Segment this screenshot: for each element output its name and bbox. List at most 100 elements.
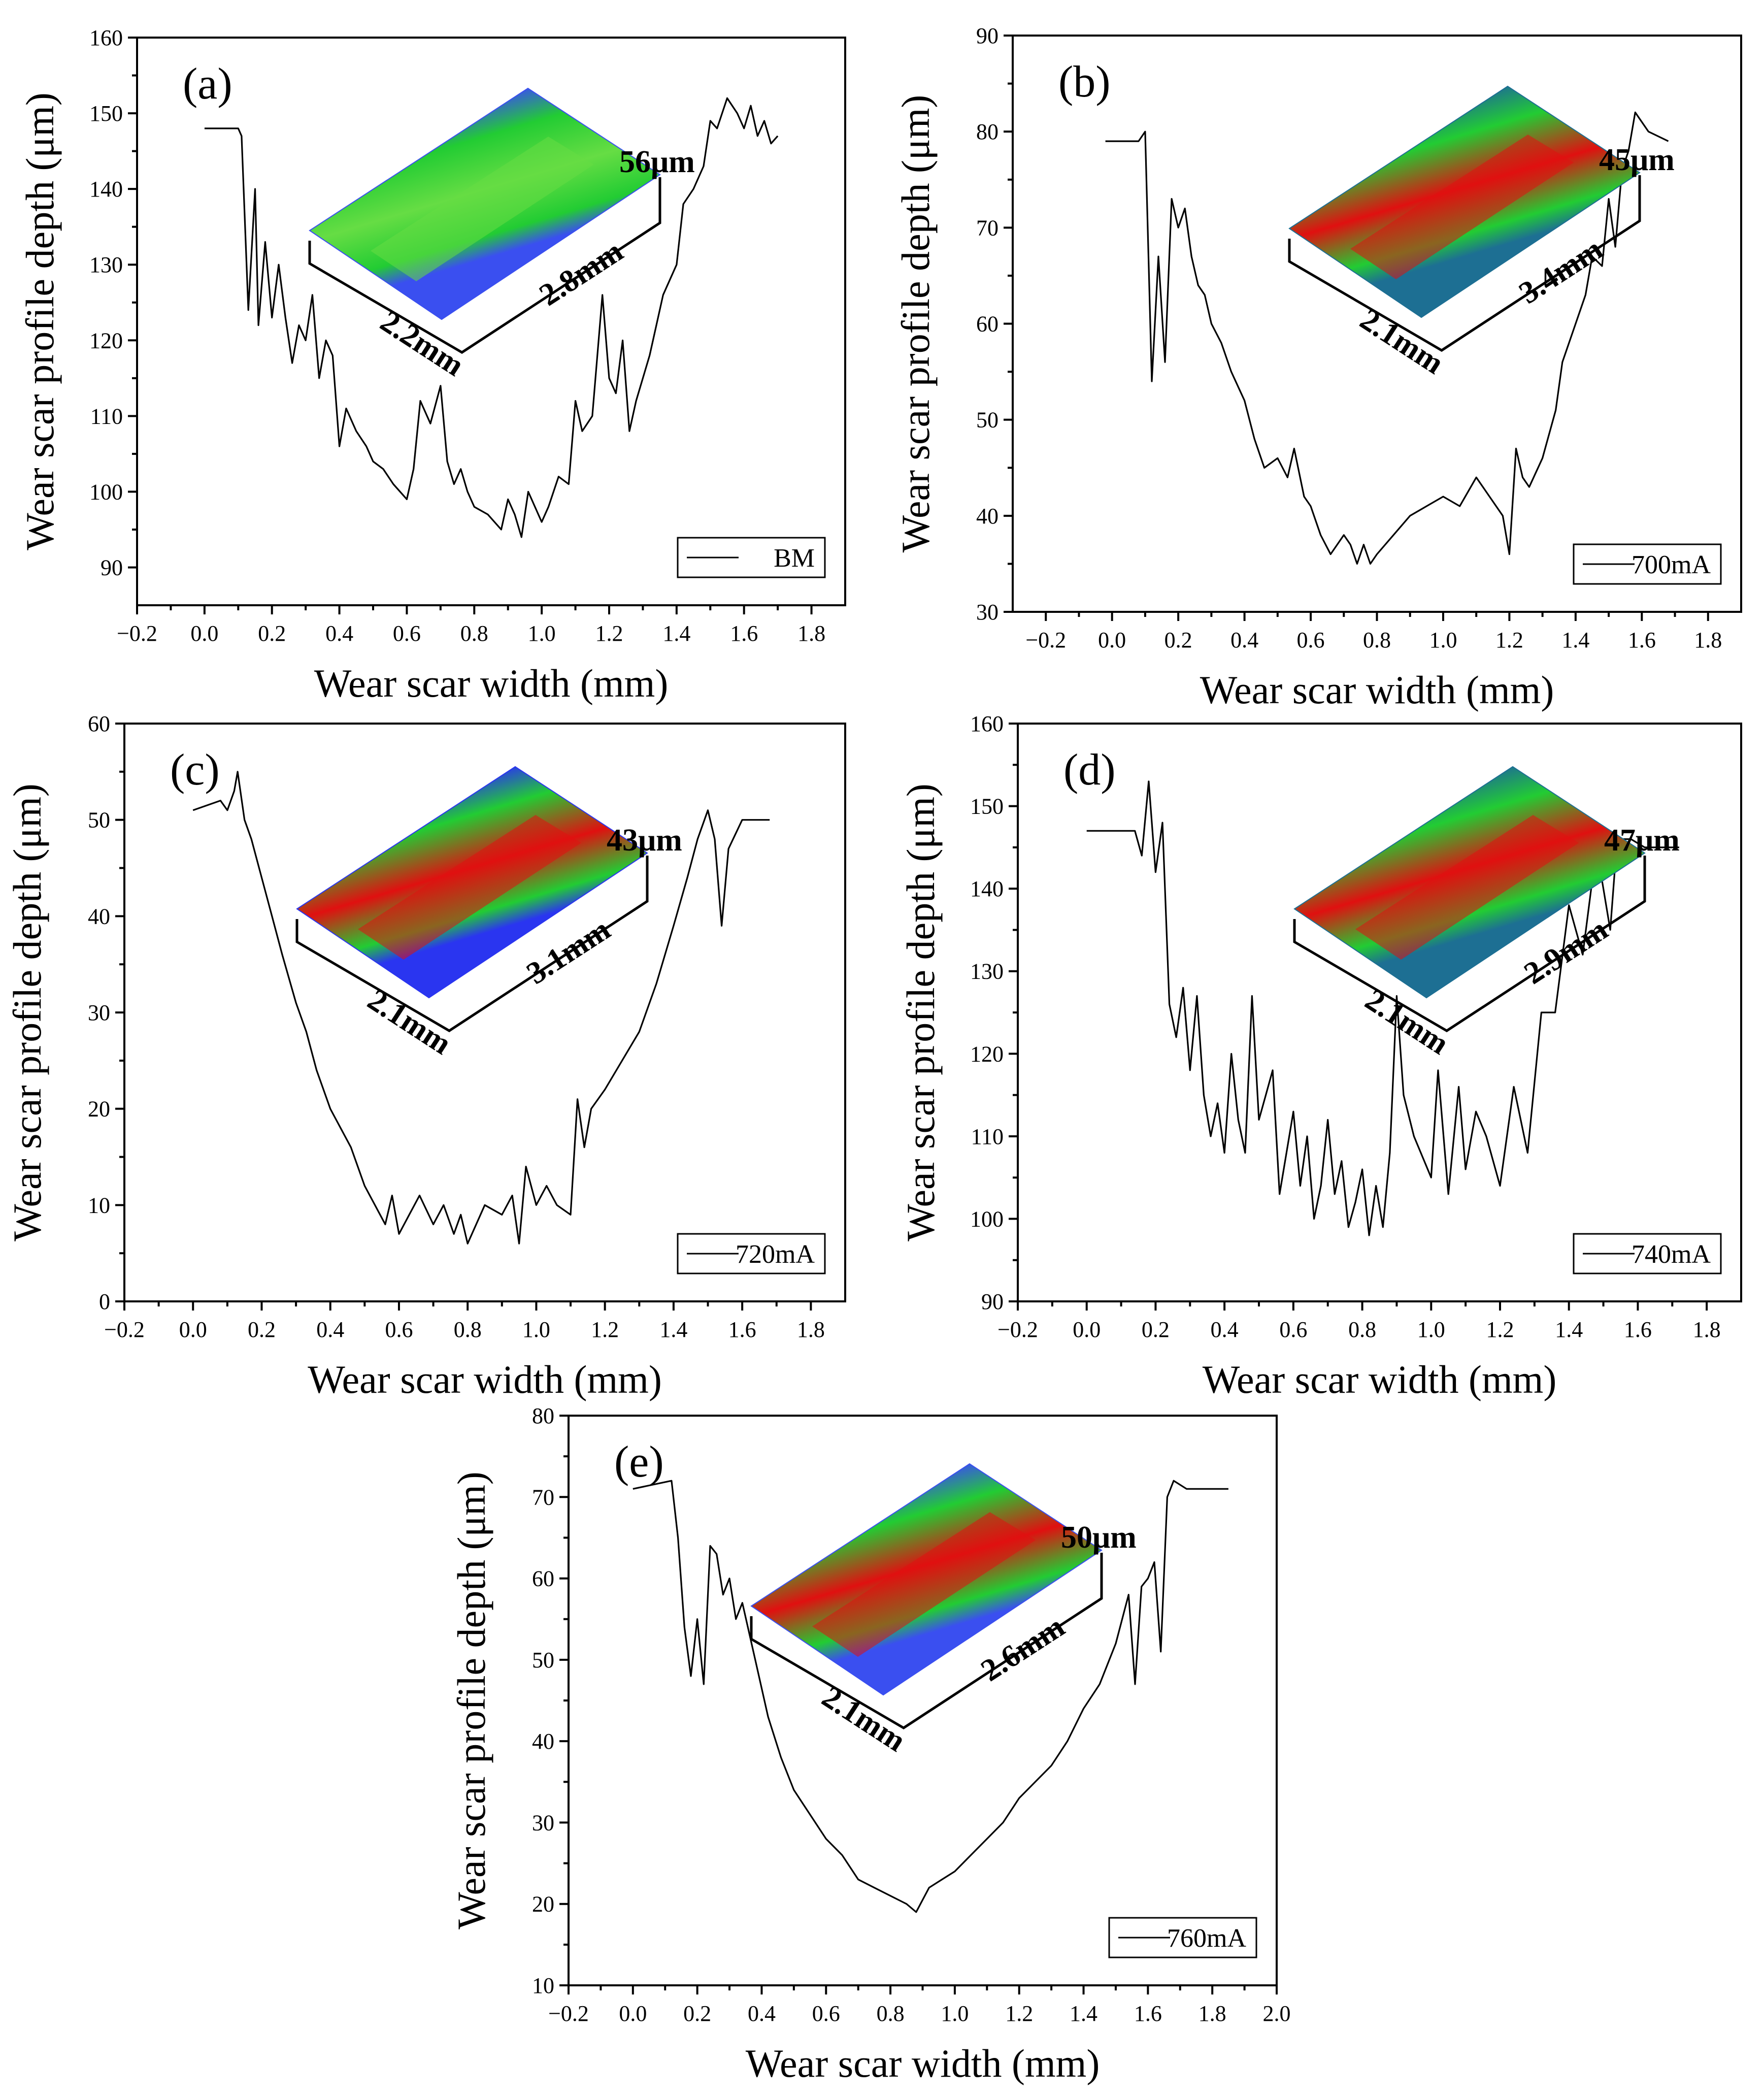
x-tick-label: 1.6 [1624,1317,1652,1342]
x-axis-label: Wear scar width (mm) [746,2041,1100,2085]
chart-panel-b: −0.2 0.0 0.2 0.4 0.6 0.8 1.0 1.2 1.4 1.6 1.8 30 40 50… [893,23,1742,712]
y-axis-label: Wear scar profile depth (μm) [893,95,938,553]
x-axis-label: Wear scar width (mm) [1203,1357,1557,1401]
y-tick-label: 50 [88,808,110,833]
y-axis-label: Wear scar profile depth (μm) [898,783,943,1241]
series-line-720mA [192,771,770,1245]
y-tick-label: 130 [970,959,1004,984]
x-tick-label: 1.0 [522,1317,550,1342]
x-tick-label: 1.8 [1199,2001,1226,2026]
x-tick-label: 0.8 [877,2001,905,2026]
y-tick-label: 100 [89,479,123,504]
y-tick-label: 130 [89,252,123,277]
y-tick-label: 150 [89,101,123,126]
y-tick-label: 60 [976,312,999,337]
y-tick-label: 90 [976,23,999,48]
x-tick-label: 1.4 [1070,2001,1097,2026]
x-tick-label: 0.2 [248,1317,276,1342]
x-tick-label: 2.0 [1263,2001,1291,2026]
legend: 760mA [1108,1917,1257,1958]
inset-width-label: 2.1mm [1354,302,1450,381]
inset-depth-label: 56μm [619,145,695,179]
x-tick-label: 1.6 [728,1317,756,1342]
y-tick-label: 140 [89,177,123,202]
y-tick-label: 120 [89,328,123,353]
x-tick-label: −0.2 [548,2001,589,2026]
x-tick-label: 1.6 [1628,628,1656,652]
legend-box [1573,1233,1722,1274]
x-tick-label: 0.0 [179,1317,207,1342]
panel-label: (c) [170,745,220,795]
y-tick-label: 90 [981,1289,1004,1314]
legend: 740mA [1573,1233,1722,1274]
series-line-BM [204,97,779,538]
inset-depth-label: 47μm [1604,823,1680,858]
inset-axes [1288,175,1641,352]
x-tick-label: −0.2 [104,1317,145,1342]
inset-depth-label: 45μm [1599,143,1675,177]
y-tick-label: 60 [88,711,110,736]
x-tick-label: 1.8 [1693,1317,1721,1342]
inset-depth-label: 50μm [1061,1520,1137,1555]
series-line-700mA [1105,111,1669,565]
y-tick-label: 50 [976,408,999,433]
x-tick-label: 1.2 [1495,628,1523,652]
x-tick-label: 1.0 [528,621,556,646]
y-tick-label: 160 [89,25,123,50]
inset-axes [308,177,661,354]
x-axis-label: Wear scar width (mm) [1200,668,1554,712]
y-tick-label: 30 [976,600,999,625]
inset-wear-track [1355,815,1579,960]
chart-panel-a: −0.2 0.0 0.2 0.4 0.6 0.8 1.0 1.2 1.4 1.6 1.8 90 100 1… [18,25,846,705]
x-tick-label: 1.6 [1134,2001,1162,2026]
chart-panel-e: −0.2 0.0 0.2 0.4 0.6 0.8 1.0 1.2 1.4 1.6 1.8 2.0 10 2… [449,1403,1291,2085]
y-tick-label: 60 [532,1566,554,1591]
x-tick-label: 1.8 [1694,628,1722,652]
legend-label: 740mA [1632,1240,1711,1269]
inset-axes [295,856,649,1032]
y-tick-label: 90 [101,555,123,580]
x-tick-label: 0.4 [748,2001,776,2026]
x-tick-label: 1.6 [730,621,758,646]
legend: 700mA [1573,543,1722,585]
legend: BM [677,537,826,578]
y-tick-label: 20 [88,1097,110,1122]
y-tick-label: 80 [976,119,999,144]
x-tick-label: 0.8 [460,621,488,646]
x-tick-label: 0.0 [619,2001,647,2026]
inset-wear-track [812,1512,1036,1657]
panel-label: (d) [1063,745,1116,795]
x-tick-label: 0.6 [1279,1317,1307,1342]
y-tick-label: 50 [532,1648,554,1673]
y-tick-label: 80 [532,1403,554,1428]
y-tick-label: 120 [970,1041,1004,1066]
x-tick-label: 1.0 [941,2001,969,2026]
y-tick-label: 110 [971,1124,1004,1149]
chart-panel-c: −0.2 0.0 0.2 0.4 0.6 0.8 1.0 1.2 1.4 1.6 1.8 0 10 20 3… [5,711,846,1401]
y-tick-label: 30 [532,1810,554,1835]
inset-width-label: 2.1mm [1359,983,1455,1061]
inset-wear-track [371,137,594,281]
y-tick-label: 40 [976,504,999,529]
x-tick-label: 0.6 [812,2001,840,2026]
x-tick-label: 0.8 [1348,1317,1376,1342]
x-tick-label: 0.4 [1230,628,1258,652]
y-axis-label: Wear scar profile depth (μm) [18,92,62,550]
legend-label: 760mA [1167,1924,1246,1953]
inset-width-label: 2.1mm [816,1680,912,1758]
inset-axes [1293,856,1646,1032]
x-tick-label: 0.2 [683,2001,711,2026]
y-tick-label: 150 [970,794,1004,819]
chart-panel-d: −0.2 0.0 0.2 0.4 0.6 0.8 1.0 1.2 1.4 1.6 1.8 90 100 1… [898,711,1742,1401]
x-tick-label: 0.8 [1363,628,1391,652]
panel-label: (b) [1058,57,1111,107]
x-tick-label: 0.6 [385,1317,413,1342]
x-tick-label: −0.2 [1025,628,1066,652]
x-tick-label: 1.0 [1417,1317,1445,1342]
x-tick-label: 0.0 [190,621,218,646]
